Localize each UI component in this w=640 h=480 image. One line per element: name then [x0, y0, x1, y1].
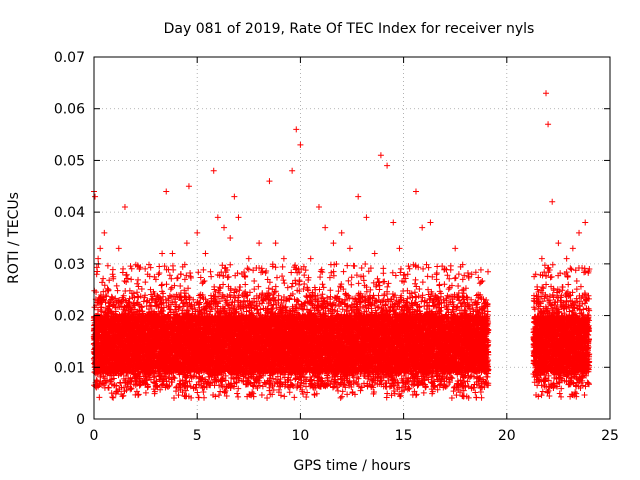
data-point — [110, 394, 117, 401]
data-point — [433, 276, 440, 283]
data-point — [545, 121, 552, 128]
data-point — [102, 292, 109, 299]
data-point — [538, 255, 545, 262]
data-point — [245, 255, 252, 262]
data-point — [102, 299, 109, 306]
data-point — [412, 188, 419, 195]
data-point — [371, 250, 378, 257]
data-point — [210, 167, 217, 174]
data-point — [106, 277, 113, 284]
data-point — [289, 167, 296, 174]
data-points — [90, 90, 593, 402]
data-point — [100, 288, 107, 295]
data-point — [109, 266, 116, 273]
data-point — [97, 245, 104, 252]
data-point — [266, 178, 273, 185]
data-point — [404, 271, 411, 278]
data-point — [576, 229, 583, 236]
data-point — [121, 203, 128, 210]
data-point — [98, 308, 105, 315]
data-point — [96, 394, 103, 401]
data-point — [231, 193, 238, 200]
data-point — [110, 273, 117, 280]
data-point — [100, 275, 107, 282]
data-point — [419, 224, 426, 231]
data-point — [102, 379, 109, 386]
data-point — [101, 229, 108, 236]
data-point — [91, 304, 98, 311]
data-point — [183, 240, 190, 247]
data-point — [563, 255, 570, 262]
data-point — [163, 188, 170, 195]
data-point — [256, 240, 263, 247]
data-point — [452, 245, 459, 252]
data-point — [280, 255, 287, 262]
data-point — [543, 90, 550, 97]
data-point — [297, 141, 304, 148]
data-point — [169, 250, 176, 257]
data-point — [202, 250, 209, 257]
data-point — [227, 235, 234, 241]
data-point — [115, 245, 122, 252]
data-point — [105, 384, 112, 391]
data-point — [346, 245, 353, 252]
data-point — [109, 294, 116, 301]
data-point — [322, 224, 329, 231]
data-point — [315, 203, 322, 210]
data-point — [99, 279, 106, 286]
data-point — [159, 250, 166, 257]
data-point — [390, 219, 397, 226]
data-point — [104, 377, 111, 384]
data-point — [396, 245, 403, 252]
data-point — [363, 214, 370, 221]
data-point — [94, 268, 101, 275]
data-point — [272, 240, 279, 247]
data-point — [427, 219, 434, 226]
data-point — [108, 293, 115, 300]
data-point — [384, 162, 391, 169]
data-point — [330, 240, 337, 247]
data-point — [110, 375, 117, 382]
data-point — [106, 303, 113, 310]
data-point — [108, 390, 115, 397]
data-point — [338, 229, 345, 236]
data-point — [128, 276, 135, 283]
data-point — [293, 126, 300, 133]
data-point — [194, 229, 201, 236]
data-point — [549, 198, 556, 205]
data-point — [235, 214, 242, 221]
data-point — [468, 271, 475, 278]
data-point — [103, 293, 110, 300]
data-point — [185, 183, 192, 190]
data-point — [221, 224, 228, 231]
data-point — [355, 193, 362, 200]
data-point — [214, 214, 221, 221]
data-point — [555, 240, 562, 247]
data-point — [101, 282, 108, 289]
data-point — [307, 255, 314, 262]
data-point — [105, 287, 112, 294]
data-point — [377, 152, 384, 159]
grid — [94, 57, 610, 419]
data-point — [104, 262, 111, 269]
data-point — [93, 271, 100, 278]
data-point — [109, 394, 116, 401]
chart-title: Day 081 of 2019, Rate Of TEC Index for r… — [164, 21, 535, 37]
data-point — [569, 245, 576, 252]
data-point — [582, 219, 589, 226]
data-point — [92, 193, 99, 200]
data-point — [95, 255, 102, 262]
